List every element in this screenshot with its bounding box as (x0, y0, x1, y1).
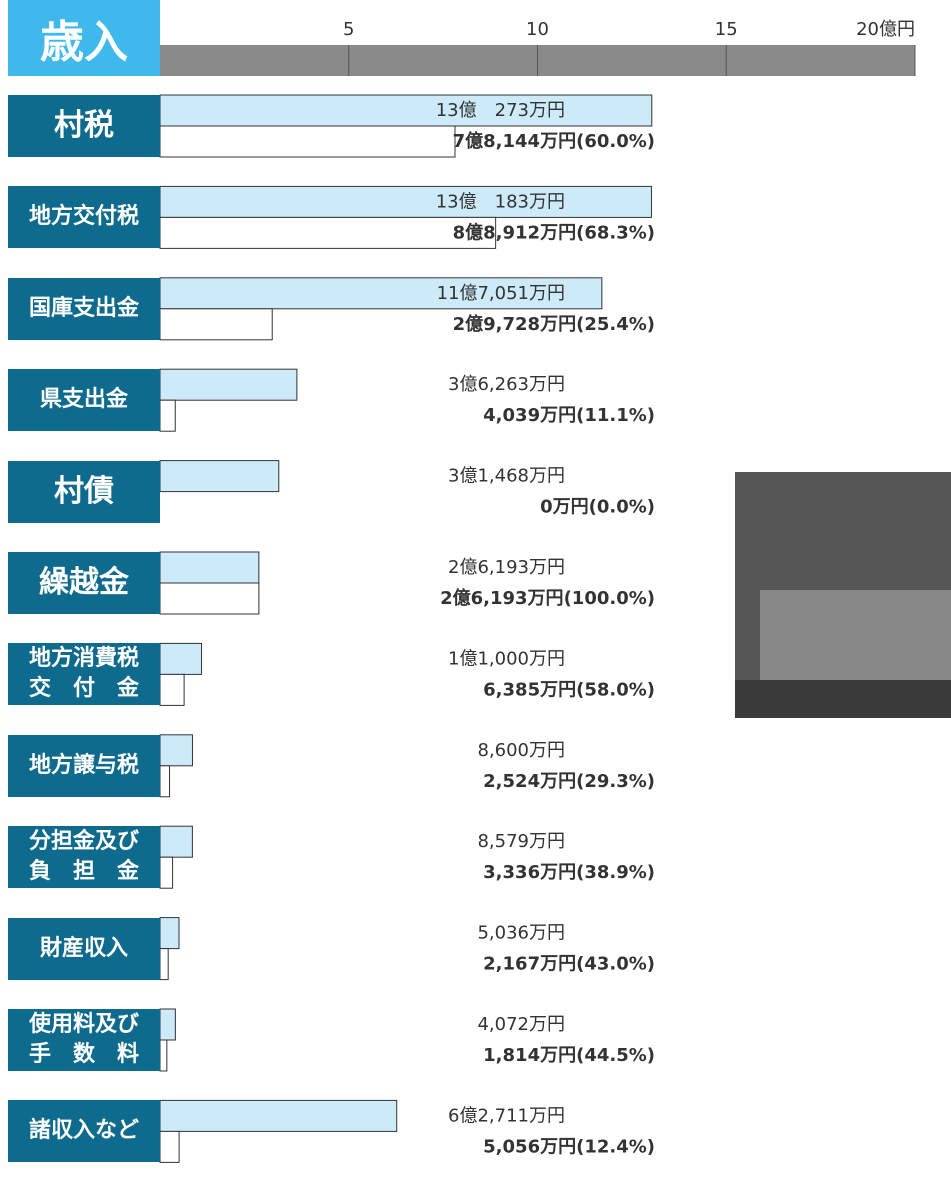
category-label: 村債 (8, 461, 160, 523)
rate-label: (68.3%) (576, 222, 655, 243)
x-tick-label: 20億円 (856, 19, 915, 40)
bar (160, 217, 496, 248)
value-label: 13億 273万円 (436, 100, 565, 121)
category-label: 繰越金 (8, 552, 160, 614)
page: 5 10 15 20億円 13億 273万円 7億8,144万円(60.0%) 13億 18… (0, 0, 951, 1200)
value-label: 2,167万円 (483, 954, 576, 975)
rate-label: (43.0%) (576, 954, 655, 975)
value-label: 4,072万円 (477, 1014, 565, 1035)
value-label: 5,056万円(12.4%) (483, 1136, 655, 1157)
value-label: 5,036万円 (477, 923, 565, 944)
category-label: 国庫支出金 (8, 278, 160, 340)
bar (160, 369, 297, 400)
value-label: 2億6,193万円 (448, 557, 565, 578)
bar (160, 309, 272, 340)
value-label: 2,524万円 (483, 771, 576, 792)
value-label: 2億9,728万円 (453, 313, 576, 335)
value-label: 5,056万円 (483, 1136, 576, 1157)
rate-label: (0.0%) (589, 497, 655, 518)
bar (160, 826, 192, 857)
value-label: 1,814万円(44.5%) (483, 1045, 655, 1066)
value-label: 8億8,912万円 (453, 221, 576, 243)
value-label: 2,167万円(43.0%) (483, 954, 655, 975)
category-label: 村税 (8, 95, 160, 157)
category-label: 地方譲与税 (8, 735, 160, 797)
category-label: 分担金及び 負 担 金 (8, 826, 160, 888)
value-label: 0万円(0.0%) (540, 497, 655, 518)
value-label: 3,336万円(38.9%) (483, 862, 655, 883)
value-label: 4,039万円 (483, 405, 576, 426)
bar (160, 918, 179, 949)
value-label: 2億6,193万円 (440, 587, 563, 609)
bar (160, 1040, 167, 1071)
bar (160, 461, 279, 492)
value-label: 7億8,144万円 (453, 130, 576, 152)
bar (160, 552, 259, 583)
x-tick-label: 5 (343, 19, 354, 40)
x-tick-label: 15 (715, 19, 738, 40)
value-label: 2億9,728万円(25.4%) (453, 313, 655, 335)
bar (160, 126, 455, 157)
photo-detail (760, 590, 951, 680)
value-label: 8億8,912万円(68.3%) (453, 221, 655, 243)
bar (160, 643, 202, 674)
bar (160, 186, 651, 217)
rate-label: (25.4%) (576, 314, 655, 335)
bar (160, 95, 652, 126)
value-label: 8,579万円 (477, 831, 565, 852)
value-label: 0万円 (540, 497, 589, 518)
value-label: 11億7,051万円 (437, 283, 565, 304)
value-label: 3億6,263万円 (448, 374, 565, 395)
bar (160, 1131, 179, 1162)
bar (160, 674, 184, 705)
category-label: 諸収入など (8, 1100, 160, 1162)
value-label: 7億8,144万円(60.0%) (453, 130, 655, 152)
value-label: 2,524万円(29.3%) (483, 771, 655, 792)
rate-label: (38.9%) (576, 862, 655, 883)
value-label: 1億1,000万円 (448, 648, 565, 669)
bar (160, 400, 175, 431)
chart-title: 歳入 (8, 0, 160, 76)
category-label: 地方交付税 (8, 186, 160, 248)
bar (160, 1009, 175, 1040)
rate-label: (11.1%) (576, 405, 655, 426)
bar (160, 857, 173, 888)
category-label: 使用料及び 手 数 料 (8, 1009, 160, 1071)
category-label: 財産収入 (8, 918, 160, 980)
value-label: 2億6,193万円(100.0%) (440, 587, 655, 609)
value-label: 4,039万円(11.1%) (483, 405, 655, 426)
bar (160, 949, 168, 980)
rate-label: (58.0%) (576, 679, 655, 700)
bar (160, 583, 259, 614)
x-tick-label: 10 (526, 19, 549, 40)
rate-label: (60.0%) (576, 131, 655, 152)
bar (160, 766, 170, 797)
value-label: 3,336万円 (483, 862, 576, 883)
value-label: 1,814万円 (483, 1045, 576, 1066)
value-label: 8,600万円 (477, 740, 565, 761)
rate-label: (29.3%) (576, 771, 655, 792)
rate-label: (44.5%) (576, 1045, 655, 1066)
photo-detail (735, 680, 951, 718)
value-label: 6,385万円 (483, 679, 576, 700)
bar (160, 1100, 397, 1131)
rate-label: (100.0%) (564, 588, 655, 609)
category-label: 地方消費税 交 付 金 (8, 643, 160, 705)
value-label: 13億 183万円 (436, 191, 565, 212)
bar (160, 735, 192, 766)
value-label: 6億2,711万円 (448, 1105, 565, 1126)
category-label: 県支出金 (8, 369, 160, 431)
value-label: 6,385万円(58.0%) (483, 679, 655, 700)
value-label: 3億1,468万円 (448, 466, 565, 487)
rate-label: (12.4%) (576, 1136, 655, 1157)
